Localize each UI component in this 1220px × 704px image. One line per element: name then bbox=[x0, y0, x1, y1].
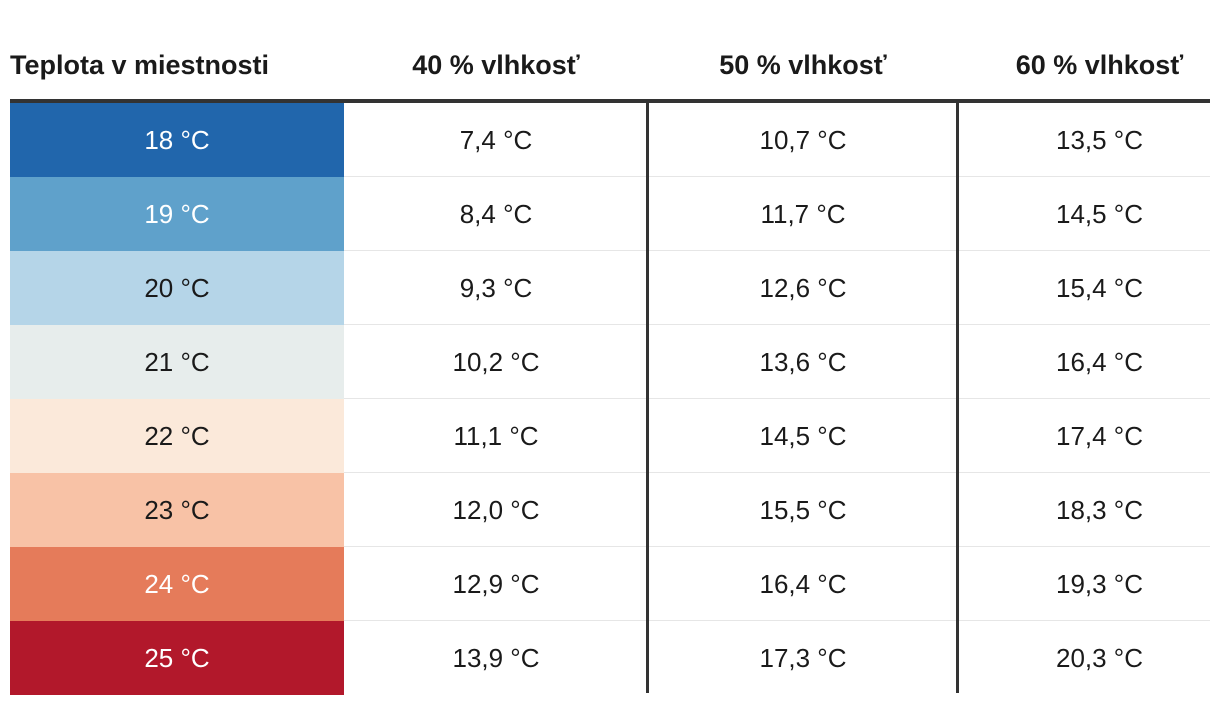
dew-point-cell: 15,4 °C bbox=[1055, 273, 1143, 303]
dew-point-cell: 13,5 °C bbox=[1055, 125, 1143, 155]
dew-point-cell: 17,3 °C bbox=[759, 643, 847, 673]
room-temperature-cell: 22 °C bbox=[10, 399, 344, 473]
room-temperature-cell: 24 °C bbox=[10, 547, 344, 621]
room-temperature-cell: 20 °C bbox=[10, 251, 344, 325]
dew-point-cell: 12,0 °C bbox=[452, 495, 540, 525]
dew-point-cell: 16,4 °C bbox=[1055, 347, 1143, 377]
dew-point-cell: 11,1 °C bbox=[453, 421, 539, 451]
column-divider bbox=[956, 103, 959, 693]
dew-point-cell: 15,5 °C bbox=[759, 495, 847, 525]
dew-point-cell: 11,7 °C bbox=[760, 199, 846, 229]
room-temperature-cell: 19 °C bbox=[10, 177, 344, 251]
dew-point-cell: 18,3 °C bbox=[1055, 495, 1143, 525]
room-temperature-cell: 18 °C bbox=[10, 103, 344, 177]
dew-point-cell: 14,5 °C bbox=[759, 421, 847, 451]
dew-point-cell: 20,3 °C bbox=[1055, 643, 1143, 673]
table-row: 24 °C 12,9 °C 16,4 °C 19,3 °C bbox=[10, 547, 1210, 621]
dew-point-cell: 13,9 °C bbox=[452, 643, 540, 673]
room-temperature-cell: 23 °C bbox=[10, 473, 344, 547]
table-row: 21 °C 10,2 °C 13,6 °C 16,4 °C bbox=[10, 325, 1210, 399]
table-row: 25 °C 13,9 °C 17,3 °C 20,3 °C bbox=[10, 621, 1210, 695]
table-header: Teplota v miestnosti 40 % vlhkosť 50 % v… bbox=[10, 30, 1210, 100]
header-humidity-50: 50 % vlhkosť bbox=[719, 50, 887, 80]
table-row: 23 °C 12,0 °C 15,5 °C 18,3 °C bbox=[10, 473, 1210, 547]
dew-point-cell: 19,3 °C bbox=[1055, 569, 1143, 599]
table-row: 18 °C 7,4 °C 10,7 °C 13,5 °C bbox=[10, 103, 1210, 177]
header-room-temperature: Teplota v miestnosti bbox=[10, 50, 270, 80]
dew-point-cell: 13,6 °C bbox=[759, 347, 847, 377]
header-rule bbox=[10, 99, 1210, 103]
dew-point-cell: 12,9 °C bbox=[452, 569, 540, 599]
dew-point-cell: 8,4 °C bbox=[459, 199, 533, 229]
table-row: 22 °C 11,1 °C 14,5 °C 17,4 °C bbox=[10, 399, 1210, 473]
column-divider bbox=[646, 103, 649, 693]
dew-point-cell: 12,6 °C bbox=[759, 273, 847, 303]
dew-point-cell: 16,4 °C bbox=[759, 569, 847, 599]
header-humidity-60: 60 % vlhkosť bbox=[1015, 50, 1184, 80]
room-temperature-cell: 25 °C bbox=[10, 621, 344, 695]
table-body: 18 °C 7,4 °C 10,7 °C 13,5 °C 19 °C 8,4 °C 11,7… bbox=[10, 103, 1210, 695]
dew-point-cell: 7,4 °C bbox=[459, 125, 533, 155]
room-temperature-cell: 21 °C bbox=[10, 325, 344, 399]
header-humidity-40: 40 % vlhkosť bbox=[412, 50, 580, 80]
dew-point-cell: 9,3 °C bbox=[459, 273, 533, 303]
table-row: 20 °C 9,3 °C 12,6 °C 15,4 °C bbox=[10, 251, 1210, 325]
dew-point-cell: 17,4 °C bbox=[1055, 421, 1143, 451]
dew-point-cell: 10,2 °C bbox=[452, 347, 540, 377]
dew-point-cell: 10,7 °C bbox=[759, 125, 847, 155]
table-row: 19 °C 8,4 °C 11,7 °C 14,5 °C bbox=[10, 177, 1210, 251]
dew-point-cell: 14,5 °C bbox=[1055, 199, 1143, 229]
